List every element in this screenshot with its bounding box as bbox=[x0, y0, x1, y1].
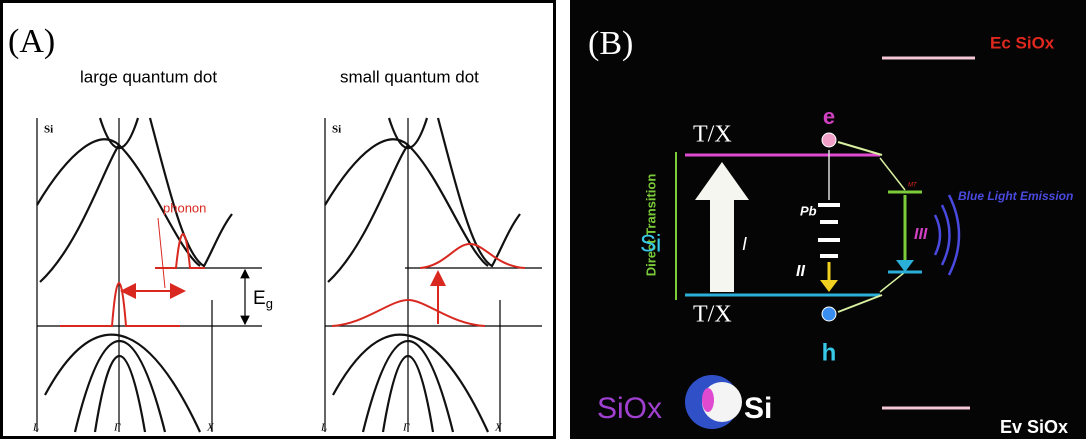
siox-label: SiOx bbox=[597, 392, 662, 425]
material-label: Si bbox=[44, 124, 53, 136]
axis-label: L bbox=[32, 422, 39, 434]
transition-i-label: I bbox=[742, 234, 747, 254]
si-label: Si bbox=[640, 230, 661, 257]
axis-label: Γ bbox=[113, 422, 121, 434]
pb-center bbox=[820, 220, 838, 224]
emission-label: Blue Light Emission bbox=[958, 189, 1073, 203]
axis-label: Γ bbox=[402, 422, 410, 434]
panel-a: (A) large quantum dot small quantum dot … bbox=[2, 2, 555, 438]
mt-label: MT bbox=[908, 183, 918, 189]
hole bbox=[822, 307, 836, 321]
level-label: T/X bbox=[693, 122, 732, 148]
transition-iii-label: III bbox=[914, 226, 928, 243]
panel-b: (B) Ec SiOx Direct Transition Si T/X T/X… bbox=[570, 0, 1086, 439]
subplot-title: small quantum dot bbox=[340, 67, 479, 86]
axis-label: X bbox=[206, 422, 215, 434]
pb-label: Pb bbox=[800, 203, 817, 218]
ev-label: Ev SiOx bbox=[1000, 417, 1068, 437]
axis-label: L bbox=[320, 422, 327, 434]
pb-center bbox=[820, 254, 838, 258]
direct-transition-label: Direct Transition bbox=[643, 174, 658, 277]
figure: (A) large quantum dot small quantum dot … bbox=[0, 0, 1086, 439]
annotation: phonon bbox=[163, 200, 206, 215]
subplot-title: large quantum dot bbox=[80, 67, 217, 86]
level-label: T/X bbox=[693, 302, 732, 328]
panel-label: (B) bbox=[588, 25, 633, 62]
si-core-label: Si bbox=[744, 392, 772, 425]
electron-label: e bbox=[823, 104, 835, 129]
material-label: Si bbox=[332, 124, 341, 136]
pb-center bbox=[818, 238, 840, 242]
pb-center bbox=[818, 203, 840, 207]
transition-ii-label: II bbox=[796, 263, 805, 280]
gap-symbol: E bbox=[253, 288, 266, 309]
electron bbox=[822, 133, 836, 147]
hole-label: h bbox=[822, 339, 837, 366]
gap-subscript: g bbox=[266, 296, 273, 311]
axis-label: X bbox=[494, 422, 503, 434]
panel-label: (A) bbox=[8, 23, 55, 60]
ec-label: Ec SiOx bbox=[990, 33, 1055, 52]
nanocrystal-shell bbox=[702, 388, 714, 412]
